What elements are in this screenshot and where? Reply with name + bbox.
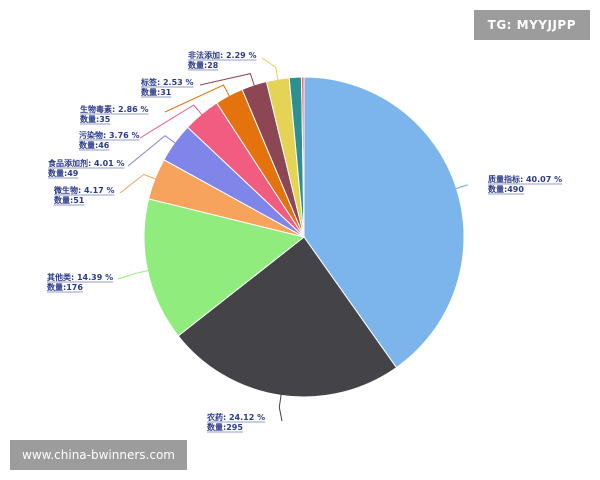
label-connector xyxy=(164,84,231,113)
slice-count-label: 数量:31 xyxy=(141,87,172,97)
label-connector xyxy=(199,73,256,88)
label-connector xyxy=(117,269,150,280)
slice-label: 食品添加剂: 4.01 % xyxy=(48,158,125,168)
label-connector xyxy=(127,135,177,167)
slice-count-label: 数量:49 xyxy=(48,168,79,178)
slice-label: 非法添加: 2.29 % xyxy=(188,50,257,60)
slice-count-label: 数量:295 xyxy=(207,422,243,432)
slice-label: 污染物: 3.76 % xyxy=(79,130,140,140)
slice-count-label: 数量:28 xyxy=(188,60,219,70)
slice-count-label: 数量:490 xyxy=(488,184,524,194)
slice-label: 质量指标: 40.07 % xyxy=(488,174,562,184)
slice-label: 其他类: 14.39 % xyxy=(47,272,113,282)
watermark-top-right: TG: MYYJJPP xyxy=(473,10,590,40)
slice-count-label: 数量:176 xyxy=(47,282,83,292)
label-connector xyxy=(278,393,283,422)
slice-count-label: 数量:46 xyxy=(79,140,110,150)
slice-count-label: 数量:35 xyxy=(80,114,111,124)
slice-label: 标签: 2.53 % xyxy=(140,77,194,87)
label-connector xyxy=(139,104,204,139)
slice-label: 农药: 24.12 % xyxy=(206,412,265,422)
watermark-bottom-left: www.china-bwinners.com xyxy=(10,440,187,470)
label-connector xyxy=(119,173,157,194)
label-connector xyxy=(261,57,279,82)
pie-slice xyxy=(301,76,305,238)
slice-label: 微生物: 4.17 % xyxy=(53,185,115,195)
label-connector xyxy=(454,184,469,190)
slice-count-label: 数量:51 xyxy=(54,195,85,205)
slice-label: 生物毒素: 2.86 % xyxy=(80,104,149,114)
